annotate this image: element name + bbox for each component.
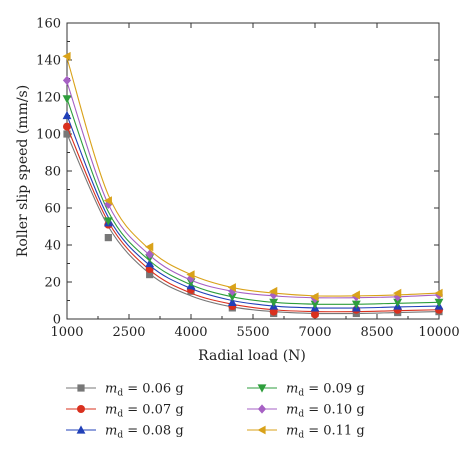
legend-label: md = 0.11 g	[286, 424, 365, 441]
x-tick-label: 2500	[112, 325, 145, 340]
data-point	[351, 300, 361, 309]
y-tick-label: 20	[44, 276, 61, 291]
legend-item: md = 0.07 g	[66, 403, 184, 420]
x-tick-label: 4000	[174, 325, 207, 340]
data-point	[393, 288, 402, 298]
data-point	[227, 297, 237, 306]
series-0	[63, 130, 443, 318]
legend-marker	[257, 425, 266, 435]
legend-marker	[257, 404, 267, 414]
legend-item: md = 0.06 g	[66, 382, 184, 399]
series-1	[63, 122, 443, 319]
data-point	[145, 258, 155, 268]
x-tick-label: 1000	[50, 325, 83, 340]
data-point	[269, 290, 278, 300]
data-point	[104, 234, 112, 242]
data-point	[393, 298, 403, 307]
data-point	[269, 298, 279, 307]
legend-marker	[77, 405, 85, 413]
data-point	[62, 51, 71, 61]
series-2	[62, 110, 444, 312]
data-point	[103, 196, 112, 205]
legend-marker	[257, 384, 267, 393]
legend-label: md = 0.09 g	[286, 382, 365, 399]
y-tick-label: 0	[53, 313, 61, 328]
x-axis-title: Radial load (N)	[198, 348, 306, 364]
legend-label: md = 0.10 g	[286, 403, 365, 420]
data-point	[310, 300, 320, 309]
y-tick-label: 160	[36, 17, 61, 32]
plot-frame	[66, 22, 440, 320]
data-point	[146, 271, 154, 279]
data-point	[227, 293, 237, 302]
data-point	[145, 242, 154, 252]
data-point	[310, 292, 319, 302]
data-point	[269, 286, 278, 296]
data-point	[434, 288, 443, 298]
legend-label: md = 0.08 g	[105, 424, 184, 441]
data-point	[434, 298, 444, 307]
series-fit-line	[66, 98, 440, 305]
legend-item: md = 0.11 g	[247, 424, 365, 441]
series-fit-line	[66, 82, 440, 299]
legend-item: md = 0.10 g	[247, 403, 365, 420]
y-tick-label: 140	[36, 54, 61, 69]
x-tick-label: 8500	[360, 325, 393, 340]
legend: md = 0.06 g md = 0.07 g md = 0.08 g md = 0.…	[66, 382, 365, 441]
data-point	[311, 310, 319, 319]
series-fit-line	[66, 133, 440, 315]
data-point	[103, 217, 113, 226]
y-tick-label: 80	[44, 165, 61, 180]
legend-item: md = 0.09 g	[247, 382, 365, 399]
legend-label: md = 0.06 g	[105, 382, 184, 399]
data-point	[62, 95, 72, 104]
series-5	[62, 51, 443, 302]
y-tick-label: 40	[44, 239, 61, 254]
data-point	[227, 283, 236, 292]
y-tick-label: 120	[36, 91, 61, 106]
data-point	[62, 110, 72, 120]
y-tick-label: 60	[44, 202, 61, 217]
series-3	[62, 95, 444, 309]
data-point	[62, 75, 72, 85]
series-fit-line	[66, 115, 440, 309]
legend-marker	[76, 425, 86, 434]
x-tick-label: 10000	[418, 325, 459, 340]
legend-label: md = 0.07 g	[105, 403, 184, 420]
plot-layer: 1000 2500 4000 5500 7000 8500 10000 0 20 40 60 80 10…	[36, 17, 460, 441]
data-point	[351, 290, 360, 300]
data-point	[63, 122, 71, 131]
legend-item: md = 0.08 g	[66, 424, 184, 441]
x-tick-label: 5500	[236, 325, 269, 340]
y-tick-label: 100	[36, 128, 61, 143]
series-fit-line	[66, 57, 440, 297]
legend-marker	[77, 384, 85, 392]
x-tick-label: 7000	[298, 325, 331, 340]
series-fit-line	[66, 126, 440, 313]
data-point	[63, 130, 71, 138]
series-4	[62, 75, 444, 304]
y-axis-title: Roller slip speed (mm/s)	[15, 85, 31, 257]
data-point	[186, 270, 195, 279]
